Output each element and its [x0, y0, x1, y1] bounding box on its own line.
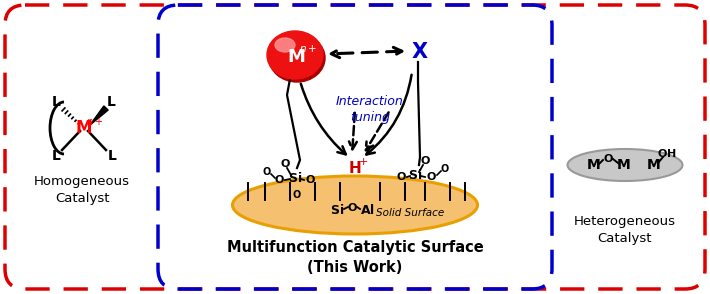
Text: O: O — [263, 167, 271, 177]
Text: L: L — [107, 149, 116, 163]
Text: $\mathbf{OH}$: $\mathbf{OH}$ — [657, 147, 677, 159]
Polygon shape — [90, 106, 108, 125]
Text: Heterogeneous
Catalyst: Heterogeneous Catalyst — [574, 215, 676, 245]
Text: $\mathbf{Si}$: $\mathbf{Si}$ — [330, 203, 344, 217]
Text: $n+$: $n+$ — [299, 43, 317, 54]
Text: $+$: $+$ — [358, 156, 368, 166]
Text: Interaction
tuning: Interaction tuning — [336, 95, 404, 124]
Text: $\mathbf{O}$: $\mathbf{O}$ — [603, 152, 613, 164]
Text: $\mathbf{H}$: $\mathbf{H}$ — [349, 160, 361, 176]
Text: O: O — [293, 190, 301, 200]
Ellipse shape — [275, 38, 295, 52]
Text: L: L — [52, 149, 60, 163]
Text: $\mathbf{Si}$: $\mathbf{Si}$ — [408, 168, 422, 182]
Ellipse shape — [567, 149, 682, 181]
FancyArrowPatch shape — [301, 84, 346, 154]
Text: $\mathbf{M}$: $\mathbf{M}$ — [586, 158, 600, 172]
Text: O: O — [274, 175, 284, 185]
Text: O: O — [420, 156, 430, 166]
Text: L: L — [52, 95, 60, 109]
Text: $\mathbf{Si}$: $\mathbf{Si}$ — [288, 171, 302, 185]
FancyArrowPatch shape — [349, 113, 356, 149]
Text: $\mathbf{M}$: $\mathbf{M}$ — [287, 48, 305, 66]
Text: $\mathbf{M}$: $\mathbf{M}$ — [75, 119, 92, 137]
FancyArrowPatch shape — [366, 75, 412, 155]
Text: L: L — [106, 95, 116, 109]
Text: O: O — [426, 172, 436, 182]
FancyArrowPatch shape — [366, 112, 388, 150]
Text: O: O — [305, 175, 315, 185]
Text: $\mathbf{M}$: $\mathbf{M}$ — [616, 158, 630, 172]
Text: Solid Surface: Solid Surface — [376, 208, 444, 218]
Text: $\mathbf{Al}$: $\mathbf{Al}$ — [359, 203, 374, 217]
Text: $\mathbf{X}$: $\mathbf{X}$ — [411, 42, 429, 62]
Text: Multifunction Catalytic Surface
(This Work): Multifunction Catalytic Surface (This Wo… — [226, 240, 484, 275]
Text: O: O — [396, 172, 405, 182]
Text: O: O — [441, 164, 449, 174]
Ellipse shape — [267, 31, 323, 79]
Text: $\mathbf{M}$: $\mathbf{M}$ — [645, 158, 660, 172]
Text: Homogeneous
Catalyst: Homogeneous Catalyst — [34, 175, 130, 205]
Text: $n+$: $n+$ — [87, 116, 104, 126]
Ellipse shape — [232, 176, 478, 234]
Text: $\mathbf{O}$: $\mathbf{O}$ — [346, 201, 357, 213]
Text: O: O — [280, 159, 290, 169]
Ellipse shape — [269, 34, 325, 82]
